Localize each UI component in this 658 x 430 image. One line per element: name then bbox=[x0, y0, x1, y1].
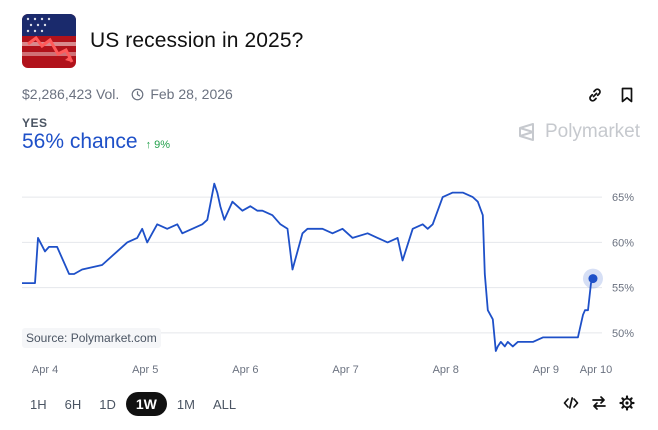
x-tick-label: Apr 4 bbox=[31, 364, 59, 376]
chart-tools bbox=[552, 394, 636, 412]
end-date: Feb 28, 2026 bbox=[131, 86, 233, 102]
timeframe-1m-button[interactable]: 1M bbox=[176, 396, 195, 412]
timeframe-1w-button[interactable]: 1W bbox=[125, 392, 167, 416]
x-tick-label: Apr 6 bbox=[232, 364, 259, 376]
market-title: US recession in 2025? bbox=[90, 29, 304, 52]
y-tick-label: 65% bbox=[612, 192, 634, 204]
copy-link-button[interactable] bbox=[586, 86, 604, 104]
bookmark-button[interactable] bbox=[618, 86, 636, 104]
last-point-marker bbox=[588, 274, 598, 284]
polymarket-logo-icon bbox=[518, 123, 534, 141]
swap-outcome-button[interactable] bbox=[590, 394, 608, 412]
y-tick-label: 55% bbox=[612, 283, 634, 295]
embed-code-icon bbox=[563, 397, 579, 409]
y-tick-label: 50% bbox=[612, 328, 634, 340]
series-line bbox=[22, 182, 594, 352]
arrow-up-icon: ↑ bbox=[145, 139, 152, 151]
volume-label: $2,286,423 Vol. bbox=[22, 86, 120, 102]
embed-button[interactable] bbox=[562, 394, 580, 412]
y-tick-label: 60% bbox=[612, 237, 634, 249]
x-tick-label: Apr 9 bbox=[532, 364, 560, 376]
header-actions bbox=[572, 86, 636, 104]
x-tick-label: Apr 5 bbox=[132, 364, 159, 376]
x-tick-label: Apr 10 bbox=[579, 364, 613, 376]
chance-change: ↑ 9% bbox=[146, 139, 170, 151]
chance-row: 56% chance ↑ 9% bbox=[22, 130, 170, 154]
swap-arrows-icon bbox=[592, 396, 606, 410]
timeframe-all-button[interactable]: ALL bbox=[212, 396, 237, 412]
timeframe-6h-button[interactable]: 6H bbox=[64, 396, 82, 412]
settings-gear-icon bbox=[619, 395, 635, 411]
x-tick-label: Apr 8 bbox=[432, 364, 459, 376]
market-thumbnail bbox=[22, 14, 76, 68]
x-tick-label: Apr 7 bbox=[332, 364, 359, 376]
chance-change-value: 9% bbox=[154, 139, 171, 151]
polymarket-brand: Polymarket bbox=[517, 121, 640, 143]
timeframe-1h-button[interactable]: 1H bbox=[30, 396, 47, 412]
link-icon bbox=[589, 88, 601, 102]
timeframe-selector: 1H 6H 1D 1W 1M ALL bbox=[22, 392, 246, 416]
market-meta: $2,286,423 Vol. Feb 28, 2026 bbox=[22, 86, 233, 102]
x-axis: Apr 4 Apr 5 Apr 6 Apr 7 Apr 8 Apr 9 Apr 10 bbox=[0, 364, 658, 380]
chart-settings-button[interactable] bbox=[618, 394, 636, 412]
bookmark-icon bbox=[621, 87, 633, 103]
timeframe-1d-button[interactable]: 1D bbox=[99, 396, 116, 412]
end-date-text: Feb 28, 2026 bbox=[150, 86, 233, 102]
source-label: Source: Polymarket.com bbox=[22, 328, 161, 348]
chance-value: 56% chance bbox=[22, 130, 138, 153]
clock-icon bbox=[131, 88, 144, 100]
brand-name: Polymarket bbox=[544, 121, 640, 142]
market-header: US recession in 2025? bbox=[22, 14, 303, 68]
outcome-label: YES bbox=[22, 116, 48, 130]
